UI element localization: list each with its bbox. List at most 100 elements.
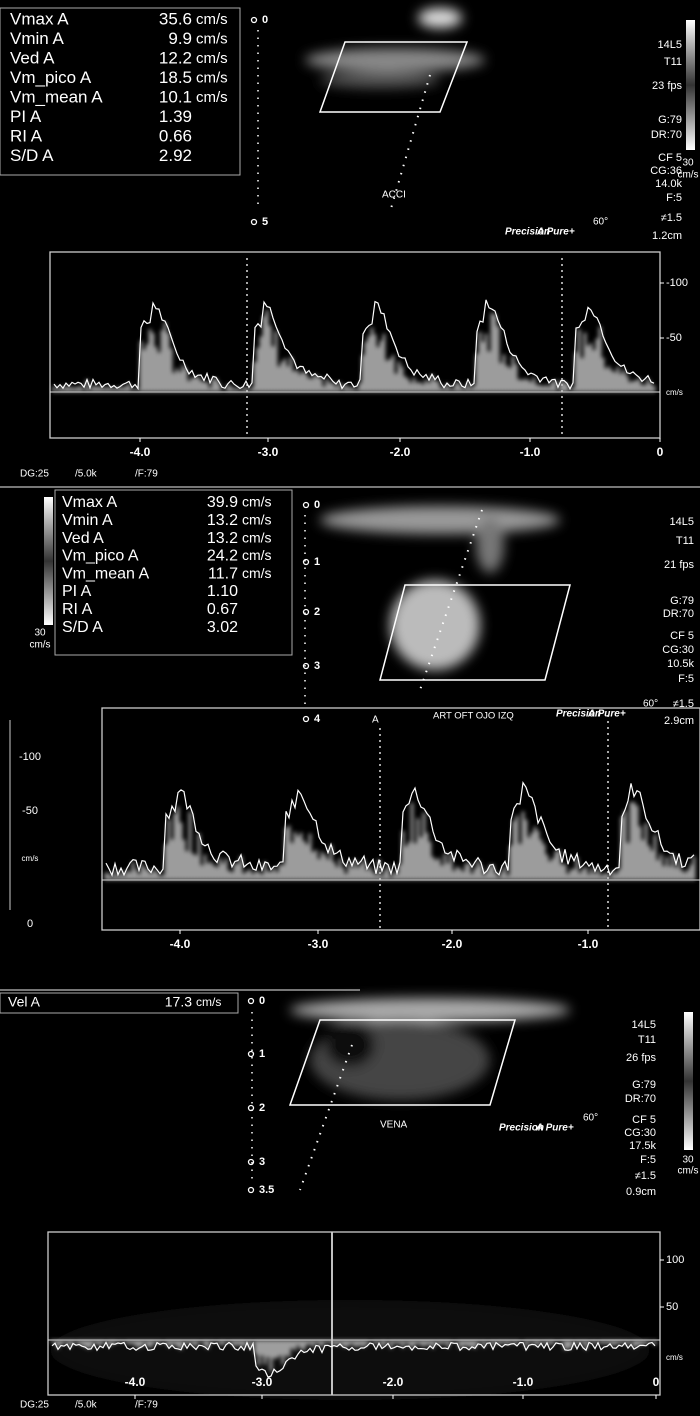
- spectrum-y-label: 100: [666, 1254, 684, 1266]
- gate-depth: 0.9cm: [626, 1186, 656, 1198]
- time-label: -2.0: [383, 1375, 404, 1389]
- probe-setting: 23 fps: [652, 80, 682, 92]
- measurement-value: 9.9: [168, 29, 192, 48]
- measurement-name: Vm_mean A: [62, 565, 149, 582]
- scale-unit: cm/s: [29, 640, 50, 651]
- footer-setting: DG:25: [20, 469, 49, 480]
- depth-label: 2: [314, 606, 320, 618]
- depth-label: 1: [314, 556, 320, 568]
- probe-setting: CG:30: [662, 644, 694, 656]
- measurement-name: Vmin A: [10, 29, 65, 48]
- footer-setting: /5.0k: [75, 1400, 98, 1411]
- measurement-value: 0.67: [207, 601, 238, 618]
- probe-setting: DR:70: [625, 1093, 656, 1105]
- probe-setting: T11: [664, 56, 682, 68]
- probe-setting: 14L5: [658, 39, 682, 51]
- probe-setting: F:5: [666, 192, 682, 204]
- vessel-label: VENA: [380, 1120, 408, 1131]
- probe-setting: F:5: [678, 673, 694, 685]
- measurement-value: 13.2: [207, 512, 238, 529]
- measurement-value: 24.2: [207, 548, 238, 565]
- time-label: -2.0: [442, 937, 463, 951]
- measurement-name: Vm_mean A: [10, 87, 103, 106]
- time-label: -3.0: [252, 1375, 273, 1389]
- measurement-value: 2.92: [159, 146, 192, 165]
- measurement-value: 11.7: [208, 565, 238, 582]
- measurement-value: 1.39: [159, 107, 192, 126]
- measurement-value: 13.2: [207, 530, 238, 547]
- measurement-name: Vmin A: [62, 512, 113, 529]
- velocity-scale-bar: [44, 497, 53, 625]
- measurement-value: 17.3: [165, 994, 192, 1010]
- measurement-name: PI A: [10, 107, 42, 126]
- measurement-name: RI A: [62, 601, 93, 618]
- angle-label: 60°: [583, 1113, 598, 1124]
- probe-setting: G:79: [658, 114, 682, 126]
- probe-setting: T11: [676, 535, 694, 547]
- depth-label: 3: [314, 660, 320, 672]
- probe-setting: CF 5: [632, 1114, 656, 1126]
- probe-setting: T11: [638, 1034, 656, 1046]
- measurement-unit: cm/s: [196, 69, 228, 86]
- apure-label: A Pure+: [587, 709, 626, 720]
- footer-setting: /F:79: [135, 469, 158, 480]
- probe-setting: 21 fps: [664, 559, 694, 571]
- time-label: 0: [657, 445, 664, 459]
- time-label: -1.0: [520, 445, 541, 459]
- measurement-value: 0.66: [159, 126, 192, 145]
- measurement-unit: cm/s: [196, 89, 228, 106]
- probe-setting: 14L5: [670, 516, 694, 528]
- apure-label: A Pure+: [535, 1123, 574, 1134]
- depth-label: 1: [259, 1048, 265, 1060]
- measurement-unit: cm/s: [242, 529, 272, 545]
- time-label: -1.0: [578, 937, 599, 951]
- time-label: 0: [653, 1375, 660, 1389]
- vessel-label: ART OFT OJO IZQ: [433, 711, 514, 722]
- vessel-label: ACCI: [382, 190, 406, 201]
- measurement-name: Ved A: [62, 530, 104, 547]
- page: Vmax A35.6cm/sVmin A9.9cm/sVed A12.2cm/s…: [0, 0, 700, 1416]
- probe-setting: 14L5: [632, 1019, 656, 1031]
- gate-size: ≠1.5: [635, 1170, 656, 1182]
- depth-label: 0: [262, 14, 268, 26]
- gate-depth: 1.2cm: [652, 230, 682, 242]
- measurement-name: Vmax A: [62, 494, 117, 511]
- overlay-tick-label: -100: [19, 751, 41, 763]
- depth-label: 3.5: [259, 1184, 274, 1196]
- scale-max: 30: [682, 158, 694, 169]
- measurement-name: RI A: [10, 126, 43, 145]
- measurement-name: PI A: [62, 583, 92, 600]
- measurement-value: 3.02: [207, 619, 238, 636]
- scale-unit: cm/s: [677, 170, 698, 181]
- measurement-value: 12.2: [159, 48, 192, 67]
- scale-max: 30: [682, 1155, 694, 1166]
- probe-setting: CF 5: [670, 630, 694, 642]
- velocity-scale-bar: [684, 1012, 693, 1150]
- measurement-unit: cm/s: [196, 30, 228, 47]
- spectrum-y-label: -50: [666, 332, 682, 344]
- overlay-tick-label: 0: [27, 918, 33, 930]
- gate-depth: 2.9cm: [664, 715, 694, 727]
- angle-label: 60°: [593, 217, 608, 228]
- measurement-name: S/D A: [10, 146, 54, 165]
- probe-setting: 26 fps: [626, 1052, 656, 1064]
- measurement-unit: cm/s: [242, 512, 272, 528]
- depth-label: 2: [259, 1102, 265, 1114]
- time-label: -3.0: [308, 937, 329, 951]
- spectrum-unit: cm/s: [666, 1353, 683, 1362]
- probe-setting: 10.5k: [667, 658, 694, 670]
- probe-setting: G:79: [632, 1079, 656, 1091]
- measurement-name: S/D A: [62, 619, 103, 636]
- time-label: -4.0: [125, 1375, 146, 1389]
- time-label: -1.0: [513, 1375, 534, 1389]
- measurement-value: 18.5: [159, 68, 192, 87]
- scale-unit: cm/s: [677, 1166, 698, 1177]
- apure-label: A Pure+: [536, 227, 575, 238]
- cursor-label: A: [372, 715, 379, 726]
- depth-label: 3: [259, 1156, 265, 1168]
- velocity-scale-bar: [686, 20, 695, 150]
- spectrum-y-label: 50: [666, 1301, 678, 1313]
- overlay-tick-label: -50: [22, 805, 38, 817]
- measurement-name: Ved A: [10, 48, 55, 67]
- time-label: -2.0: [390, 445, 411, 459]
